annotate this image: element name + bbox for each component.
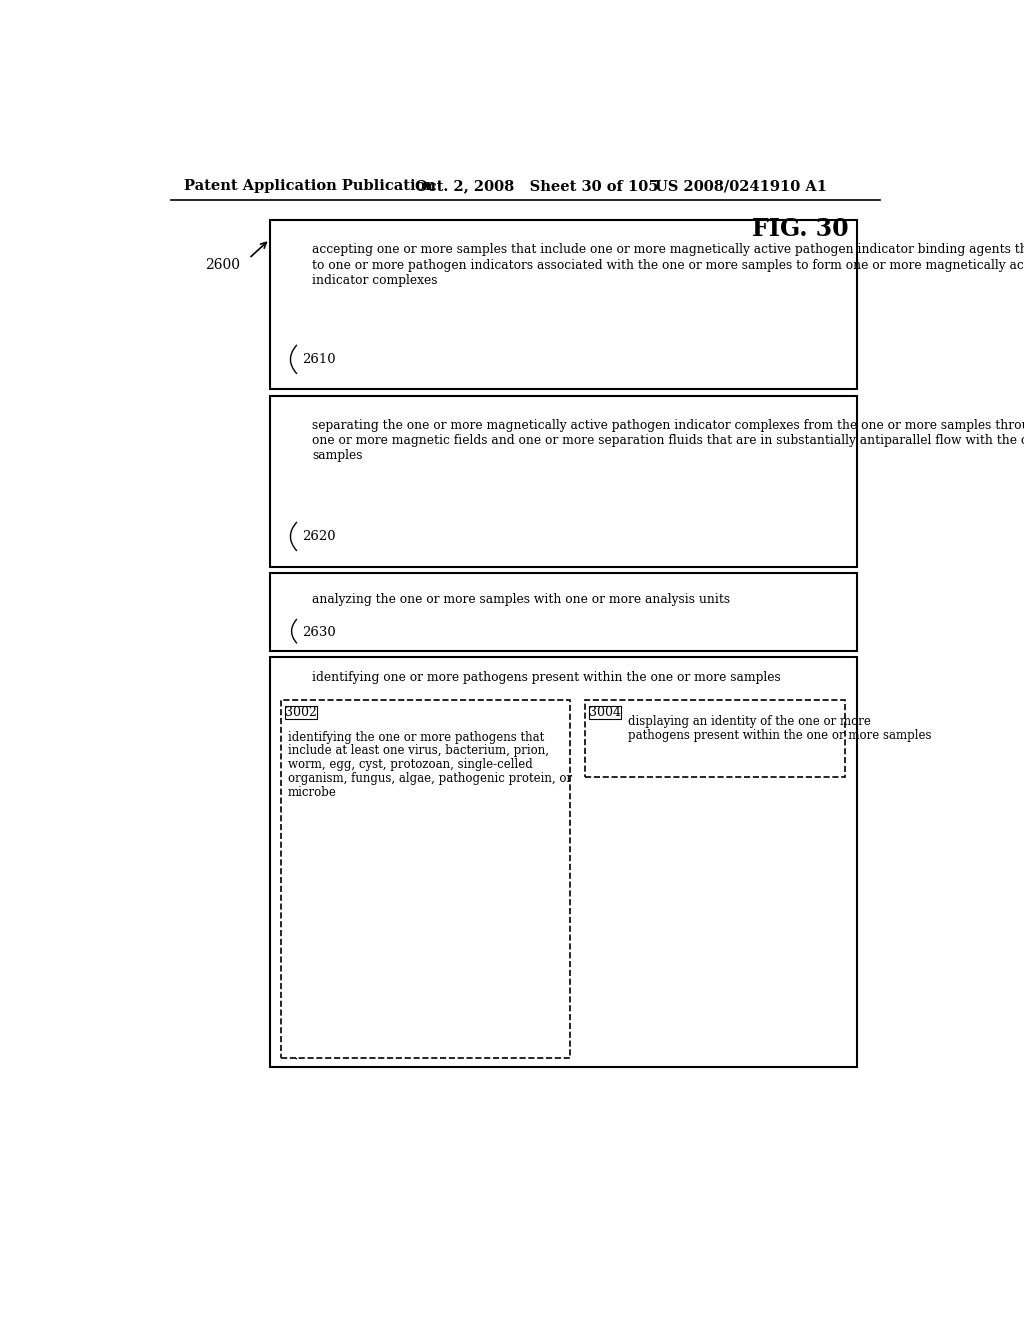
Text: 2640: 2640 (302, 1041, 336, 1055)
Text: indicator complexes: indicator complexes (312, 275, 438, 286)
Bar (586, 700, 845, 776)
Text: identifying one or more pathogens present within the one or more samples: identifying one or more pathogens presen… (312, 671, 781, 684)
Text: analyzing the one or more samples with one or more analysis units: analyzing the one or more samples with o… (312, 593, 730, 606)
Text: 3004: 3004 (589, 706, 622, 719)
Text: samples: samples (312, 449, 362, 462)
Bar (270, 396, 856, 566)
Text: 2610: 2610 (302, 354, 336, 367)
Text: to one or more pathogen indicators associated with the one or more samples to fo: to one or more pathogen indicators assoc… (312, 259, 1024, 272)
Text: 2600: 2600 (206, 257, 241, 272)
Text: 2630: 2630 (302, 626, 336, 639)
Bar (270, 220, 856, 389)
Text: 2620: 2620 (302, 531, 336, 544)
Text: include at least one virus, bacterium, prion,: include at least one virus, bacterium, p… (288, 744, 549, 758)
Text: FIG. 30: FIG. 30 (753, 218, 849, 242)
Text: separating the one or more magnetically active pathogen indicator complexes from: separating the one or more magnetically … (312, 418, 1024, 432)
Text: displaying an identity of the one or more: displaying an identity of the one or mor… (628, 715, 870, 729)
Text: US 2008/0241910 A1: US 2008/0241910 A1 (655, 180, 827, 193)
Text: worm, egg, cyst, protozoan, single-celled: worm, egg, cyst, protozoan, single-celle… (288, 758, 532, 771)
Bar (270, 657, 856, 1067)
Text: Oct. 2, 2008   Sheet 30 of 105: Oct. 2, 2008 Sheet 30 of 105 (415, 180, 658, 193)
Text: Patent Application Publication: Patent Application Publication (183, 180, 436, 193)
Text: microbe: microbe (288, 785, 337, 799)
Text: 3002: 3002 (286, 706, 317, 719)
Text: pathogens present within the one or more samples: pathogens present within the one or more… (628, 729, 932, 742)
Text: one or more magnetic fields and one or more separation fluids that are in substa: one or more magnetic fields and one or m… (312, 434, 1024, 447)
Bar (270, 573, 856, 651)
Bar (282, 700, 569, 1057)
Text: organism, fungus, algae, pathogenic protein, or: organism, fungus, algae, pathogenic prot… (288, 772, 571, 785)
Text: accepting one or more samples that include one or more magnetically active patho: accepting one or more samples that inclu… (312, 243, 1024, 256)
Text: identifying the one or more pathogens that: identifying the one or more pathogens th… (288, 730, 544, 743)
